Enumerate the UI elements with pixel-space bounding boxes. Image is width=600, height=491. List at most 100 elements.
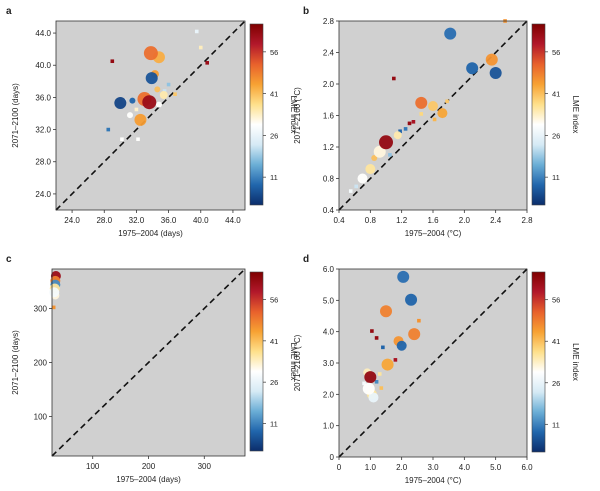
colorbar-tick-label: 11 [270, 173, 278, 182]
colorbar-tick-label: 41 [270, 90, 278, 99]
x-tick-label: 4.0 [459, 463, 471, 472]
x-tick-label: 36.0 [161, 216, 177, 225]
colorbar-gradient-bar [531, 23, 546, 206]
x-tick-label: 300 [198, 462, 212, 471]
y-tick-label: 2.0 [323, 390, 335, 399]
data-point [397, 270, 410, 283]
data-point [173, 92, 177, 96]
data-point [466, 62, 479, 75]
data-point [348, 189, 353, 193]
data-point [371, 155, 378, 162]
data-point [374, 336, 379, 340]
one-to-one-line [55, 20, 246, 211]
data-point [405, 293, 418, 306]
data-point [445, 99, 449, 104]
colorbar-tick-label: 26 [552, 379, 560, 388]
x-tick-label: 32.0 [129, 216, 145, 225]
colorbar-tick-label: 11 [270, 419, 278, 428]
data-point [379, 386, 384, 390]
data-point [362, 381, 366, 386]
x-tick-label: 1.6 [427, 216, 439, 225]
data-point [417, 318, 421, 323]
x-tick-label: 0 [337, 463, 342, 472]
data-point [396, 340, 407, 351]
colorbar-tick-label: 11 [552, 420, 560, 429]
data-point [134, 107, 139, 112]
data-point [388, 153, 392, 157]
colorbar-label: LME index [289, 343, 298, 381]
data-point [411, 120, 416, 124]
colorbar-tick-label: 41 [270, 337, 278, 346]
data-point [205, 61, 209, 65]
data-point [407, 121, 412, 126]
x-tick-label: 0.8 [365, 216, 377, 225]
x-axis-label: 1975–2004 (°C) [405, 229, 462, 238]
data-point [428, 101, 438, 112]
colorbar-label: LME index [571, 96, 580, 134]
data-point [162, 89, 167, 93]
y-tick-label: 4.0 [323, 328, 335, 337]
x-tick-label: 28.0 [96, 216, 112, 225]
y-tick-label: 44.0 [35, 29, 51, 38]
data-point [444, 27, 457, 40]
data-point [136, 137, 140, 142]
x-axis-label: 1975–2004 (days) [118, 229, 183, 238]
x-tick-label: 44.0 [225, 216, 241, 225]
x-tick-label: 5.0 [490, 463, 502, 472]
data-point [437, 108, 448, 119]
colorbar-label: LME index [571, 343, 580, 381]
data-point [51, 305, 56, 310]
colorbar: 11 26 41 56 LME index [249, 271, 298, 452]
data-point [194, 29, 199, 34]
plot-frame [55, 20, 246, 211]
y-tick-label: 24.0 [35, 190, 51, 199]
y-axis-label: 2071–2100 (days) [11, 83, 20, 148]
y-axis-label: 2071–2100 (°C) [293, 334, 302, 391]
panel-d: d 0 1.0 2.0 3.0 4.0 5.0 6.0 0 1.0 2.0 3.0 4.0 5.0 6.0 1… [293, 254, 580, 485]
one-to-one-line [338, 20, 528, 211]
data-point [120, 137, 124, 142]
data-point [373, 145, 386, 158]
data-point [159, 90, 168, 99]
x-tick-label: 100 [86, 462, 100, 471]
x-axis-label: 1975–2004 (days) [116, 475, 181, 484]
data-point [368, 392, 379, 403]
y-tick-label: 2.4 [323, 49, 335, 58]
y-tick-label: 6.0 [323, 265, 335, 274]
data-point [370, 329, 374, 333]
y-tick-label: 2.0 [323, 80, 335, 89]
y-tick-label: 2.8 [323, 17, 335, 26]
y-tick-label: 1.0 [323, 422, 335, 431]
y-tick-label: 36.0 [35, 93, 51, 102]
data-point [145, 72, 158, 85]
y-tick-label: 40.0 [35, 61, 51, 70]
y-tick-label: 0 [330, 453, 335, 462]
data-point [166, 82, 171, 87]
data-point [134, 113, 147, 126]
data-point [155, 101, 162, 108]
data-point [408, 328, 421, 341]
y-tick-label: 0.4 [323, 206, 335, 215]
panel-b: b 0.4 0.8 1.2 1.6 2.0 2.4 2.8 0.4 0.8 1.2 1.6 2.0 2.4… [293, 6, 580, 238]
y-tick-label: 1.6 [323, 112, 335, 121]
data-point [489, 66, 502, 79]
data-point [392, 76, 396, 81]
data-point [142, 95, 157, 110]
colorbar-gradient-bar [249, 23, 264, 206]
data-point [393, 358, 398, 362]
data-point [154, 86, 161, 93]
y-tick-label: 100 [34, 413, 48, 422]
one-to-one-line [338, 268, 528, 458]
y-tick-label: 300 [34, 304, 48, 313]
panel-letter: d [303, 254, 309, 265]
colorbar: 11 26 41 56 LME index [531, 271, 580, 453]
one-to-one-line [51, 268, 246, 457]
x-tick-label: 6.0 [521, 463, 533, 472]
colorbar-tick-label: 26 [552, 131, 560, 140]
data-point [49, 287, 60, 298]
colorbar-tick-label: 56 [270, 48, 278, 57]
colorbar-tick-label: 56 [552, 296, 560, 305]
data-point [432, 117, 437, 122]
y-tick-label: 32.0 [35, 126, 51, 135]
